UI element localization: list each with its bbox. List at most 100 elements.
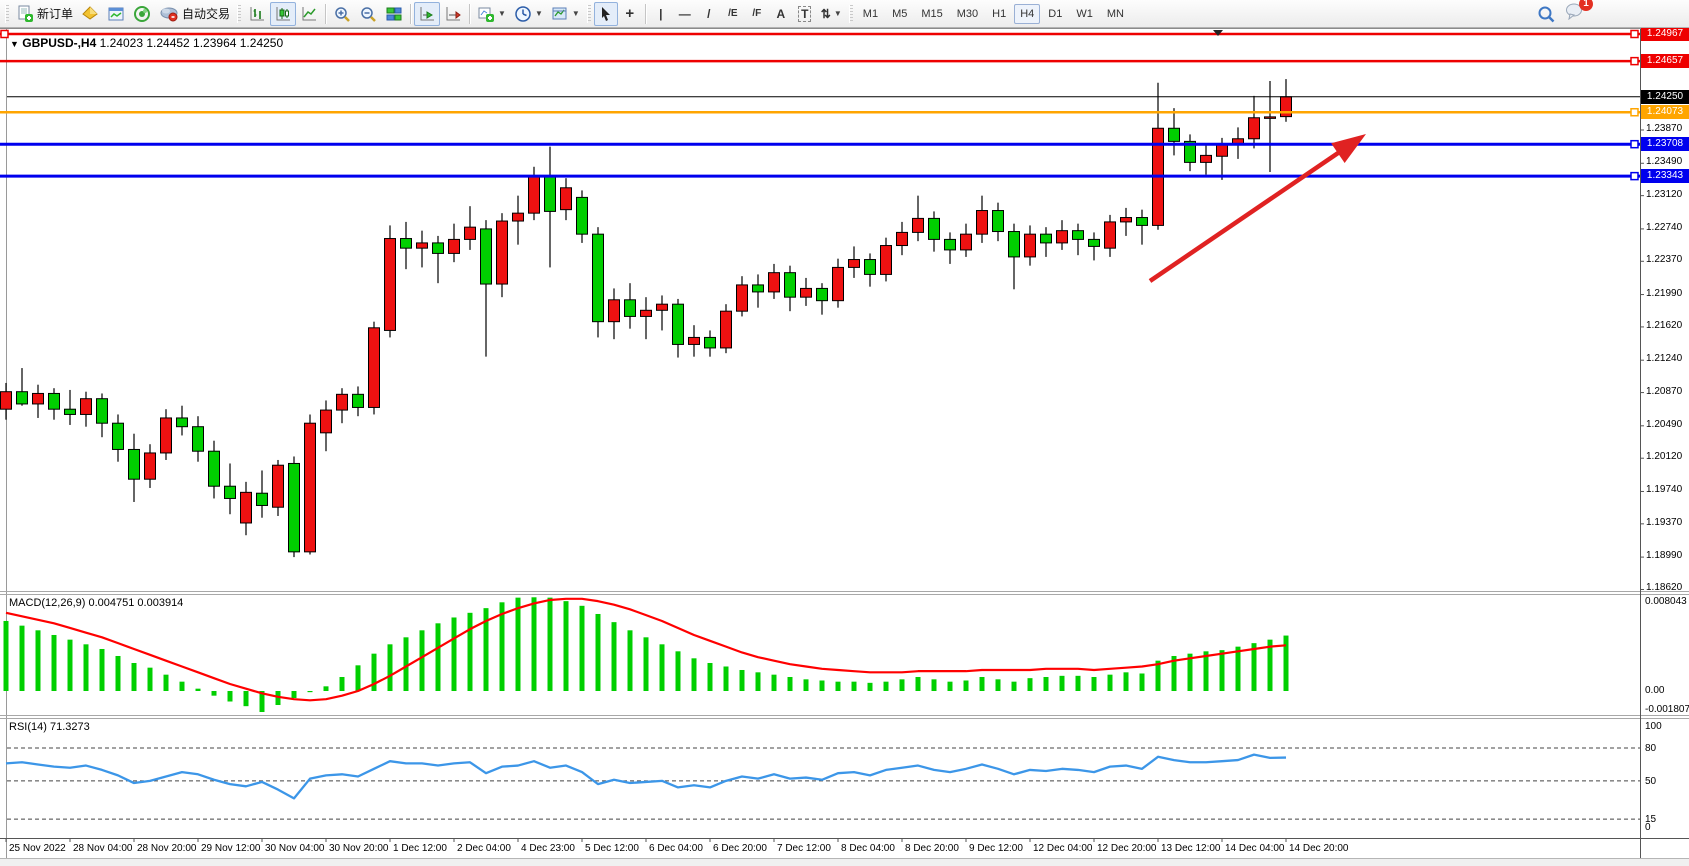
horizontal-line-icon: — <box>678 6 691 21</box>
candle-body <box>1264 116 1276 119</box>
macd-values: 0.004751 0.003914 <box>88 597 184 609</box>
macd-histogram-bar <box>1155 660 1161 691</box>
line-handle[interactable] <box>0 29 9 39</box>
timeframe-H4[interactable]: H4 <box>1014 3 1041 24</box>
shapes-button[interactable]: ⇅ ▼ <box>817 2 846 26</box>
zoom-out-button[interactable] <box>355 2 381 26</box>
auto-scroll-icon <box>420 6 435 20</box>
candle-body <box>1216 144 1228 157</box>
channel-button[interactable]: /E <box>721 2 745 26</box>
zoom-in-button[interactable] <box>329 2 355 26</box>
time-tick-label: 12 Dec 04:00 <box>1033 843 1093 854</box>
line-handle[interactable] <box>1630 107 1639 117</box>
fibonacci-icon: /F <box>752 8 762 19</box>
signals-button[interactable] <box>129 2 155 26</box>
trend-arrow-line[interactable] <box>1148 147 1345 283</box>
autotrade-button[interactable]: 自动交易 <box>155 2 234 26</box>
line-handle[interactable] <box>1630 171 1639 181</box>
candle-mode-button[interactable] <box>270 1 297 26</box>
new-order-button[interactable]: 新订单 <box>12 2 77 26</box>
toolbar-grip[interactable] <box>586 4 591 23</box>
candle-body <box>16 391 28 405</box>
auto-scroll-button[interactable] <box>414 1 441 26</box>
macd-histogram-bar <box>1027 678 1033 691</box>
templates-button[interactable]: ▼ <box>547 2 584 26</box>
fibonacci-button[interactable]: /F <box>745 2 769 26</box>
candle-body <box>912 217 924 233</box>
price-tick-label: 1.20490 <box>1646 418 1683 430</box>
timeframe-MN[interactable]: MN <box>1106 7 1124 20</box>
macd-histogram-bar <box>803 679 809 691</box>
macd-histogram-bar <box>1043 676 1049 691</box>
candle-body <box>416 242 428 249</box>
chart-shift-button[interactable] <box>440 2 466 26</box>
equidistant-channel-icon: /E <box>728 8 738 19</box>
macd-histogram-bar <box>403 637 409 691</box>
candle-body <box>576 196 588 235</box>
price-tick-label: 1.22740 <box>1646 221 1683 233</box>
macd-histogram-bar <box>371 653 377 691</box>
symbol-dropdown-icon[interactable]: ▼ <box>10 39 19 49</box>
macd-histogram-bar <box>947 681 953 691</box>
periods-button[interactable]: ▼ <box>510 2 547 26</box>
macd-histogram-bar <box>963 680 969 691</box>
macd-name: MACD(12,26,9) <box>9 597 86 609</box>
toolbar-grip[interactable] <box>237 4 242 23</box>
search-icon[interactable] <box>1537 5 1555 23</box>
line-handle[interactable] <box>1630 29 1639 39</box>
timeframe-D1[interactable]: D1 <box>1048 7 1063 20</box>
zoom-out-icon <box>361 6 376 22</box>
indicators-add-button[interactable]: ▼ <box>473 2 510 26</box>
timeframe-H1[interactable]: H1 <box>992 7 1007 20</box>
line-handle[interactable] <box>1630 56 1639 66</box>
timeframe-M1[interactable]: M1 <box>862 7 879 20</box>
timeframe-M15[interactable]: M15 <box>921 7 943 20</box>
macd-histogram-bar <box>883 681 889 691</box>
notifications-button[interactable]: 1 <box>1565 0 1593 25</box>
bar-chart-mode-button[interactable] <box>244 2 270 26</box>
text-label-button[interactable]: T <box>793 2 817 26</box>
text-label-icon: T <box>798 5 812 22</box>
macd-histogram-bar <box>339 676 345 691</box>
toolbar-grip[interactable] <box>5 4 9 23</box>
candle-body <box>384 238 396 331</box>
price-level-badge: 1.23343 <box>1641 169 1689 184</box>
macd-histogram-bar <box>899 679 905 691</box>
candle-body <box>896 231 908 247</box>
line-handle[interactable] <box>1630 139 1639 149</box>
crosshair-button[interactable]: + <box>618 2 642 26</box>
chart-window-button[interactable] <box>103 2 129 26</box>
timeframe-M5[interactable]: M5 <box>892 7 908 20</box>
time-tick-label: 13 Dec 12:00 <box>1161 843 1221 854</box>
line-mode-button[interactable] <box>296 2 322 26</box>
macd-histogram-bar <box>563 601 569 691</box>
candle-body <box>848 259 860 268</box>
candle-body <box>160 417 172 454</box>
macd-histogram-bar <box>163 674 169 691</box>
price-level-badge: 1.23708 <box>1641 137 1689 152</box>
tile-windows-button[interactable] <box>381 2 407 26</box>
candle-body <box>352 393 364 408</box>
macd-histogram-bar <box>851 681 857 691</box>
macd-histogram-bar <box>771 674 777 691</box>
candle-body <box>1136 217 1148 226</box>
vline-button[interactable]: | <box>649 2 673 26</box>
candle-body <box>480 228 492 285</box>
candle-body <box>272 464 284 508</box>
new-chart-button[interactable] <box>77 2 103 26</box>
cursor-button[interactable] <box>593 1 618 26</box>
timeframe-W1[interactable]: W1 <box>1076 7 1093 20</box>
time-tick-label: 25 Nov 2022 <box>9 843 66 854</box>
rsi-value: 71.3273 <box>49 721 90 733</box>
macd-histogram-bar <box>1107 674 1113 691</box>
hline-button[interactable]: — <box>673 2 697 26</box>
toolbar-grip[interactable] <box>848 4 853 23</box>
timeframe-M30[interactable]: M30 <box>956 7 979 20</box>
periods-clock-icon <box>515 5 531 22</box>
macd-axis-label: 0.008043 <box>1645 596 1687 607</box>
macd-histogram-bar <box>1219 650 1225 691</box>
text-button[interactable]: A <box>769 2 793 26</box>
macd-histogram-bar <box>35 630 41 691</box>
trendline-button[interactable]: / <box>697 2 721 26</box>
